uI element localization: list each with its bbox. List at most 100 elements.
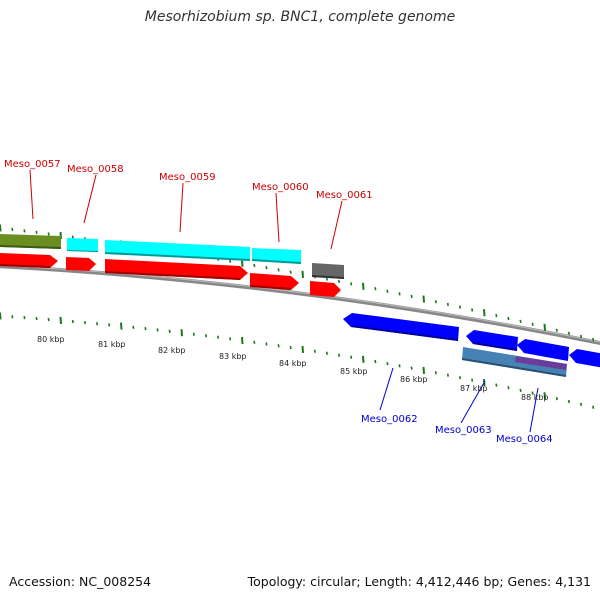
genome-backbone-highlight: [0, 264, 600, 343]
feature-lane-top: [0, 234, 344, 279]
minor-tick: [325, 351, 328, 355]
minor-tick: [495, 383, 498, 387]
minor-tick: [567, 331, 570, 335]
gene-label-meso-0063[interactable]: Meso_0063: [435, 425, 492, 436]
minor-tick: [71, 319, 74, 324]
genome-backbone: [0, 264, 600, 346]
minor-tick: [156, 328, 159, 332]
minor-tick: [289, 270, 292, 274]
reverse-cds-shade: [351, 325, 517, 351]
cds-arrow-0063[interactable]: [466, 330, 518, 351]
minor-tick: [108, 323, 111, 327]
scale-label-84: 84 kbp: [279, 359, 307, 368]
minor-tick: [446, 302, 449, 307]
major-tick: [241, 336, 244, 345]
gene-label-meso-0057[interactable]: Meso_0057: [4, 159, 61, 170]
scale-label-87: 87 kbp: [460, 384, 488, 393]
minor-tick: [204, 334, 207, 338]
major-tick: [301, 270, 304, 278]
gene-label-meso-0061[interactable]: Meso_0061: [316, 190, 373, 201]
cds-arrow-0064[interactable]: [517, 339, 569, 361]
reverse-cds-lane: [343, 313, 600, 368]
minor-tick: [229, 337, 232, 341]
minor-tick: [580, 402, 583, 406]
minor-tick: [386, 289, 389, 293]
minor-tick: [519, 319, 522, 323]
cyan-feature-0059[interactable]: [105, 240, 250, 261]
gene-label-meso-0059[interactable]: Meso_0059: [159, 172, 216, 183]
major-tick: [120, 322, 123, 330]
forward-cds-lane: [0, 253, 341, 297]
minor-tick: [23, 229, 26, 233]
gene-label-meso-0058[interactable]: Meso_0058: [67, 164, 124, 175]
scale-label-83: 83 kbp: [219, 352, 247, 361]
minor-tick: [434, 371, 437, 375]
cds-arrow-0060[interactable]: [250, 273, 299, 290]
minor-tick: [168, 329, 171, 333]
minor-tick: [555, 328, 558, 332]
minor-tick: [338, 353, 341, 357]
inner-tick-ring: [0, 312, 595, 409]
major-tick: [543, 323, 546, 331]
scale-label-86: 86 kbp: [400, 375, 428, 384]
minor-tick: [519, 388, 522, 393]
reverse-leader-lines: [379, 367, 539, 433]
major-tick: [0, 312, 2, 320]
minor-tick: [277, 344, 280, 348]
major-tick: [241, 259, 244, 267]
gray-feature[interactable]: [312, 263, 344, 279]
cds-arrow-0061[interactable]: [310, 281, 341, 297]
minor-tick: [459, 375, 462, 380]
minor-tick: [374, 287, 377, 291]
major-tick: [543, 392, 546, 400]
minor-tick: [507, 316, 510, 321]
minor-tick: [11, 227, 14, 232]
cyan-feature-0058[interactable]: [67, 238, 98, 252]
minor-tick: [495, 313, 498, 318]
olive-feature[interactable]: [0, 234, 61, 249]
minor-tick: [592, 405, 595, 409]
forward-leader-lines: [29, 169, 343, 250]
minor-tick: [471, 308, 474, 312]
minor-tick: [386, 362, 389, 366]
major-tick: [301, 345, 304, 353]
gene-label-meso-0060[interactable]: Meso_0060: [252, 182, 309, 193]
minor-tick: [398, 364, 401, 368]
scale-label-85: 85 kbp: [340, 367, 368, 376]
cds-arrow-0057[interactable]: [0, 253, 58, 268]
minor-tick: [229, 259, 232, 263]
minor-tick: [531, 322, 534, 326]
minor-tick: [446, 373, 449, 377]
cds-arrow-shade: [0, 264, 291, 290]
major-tick: [362, 282, 365, 290]
steelblue-feature-shade: [462, 358, 566, 377]
gray-feature-shade: [312, 275, 344, 279]
major-tick: [483, 309, 486, 317]
gene-label-meso-0062[interactable]: Meso_0062: [361, 414, 418, 425]
cds-arrow-0065[interactable]: [569, 349, 600, 368]
minor-tick: [471, 378, 474, 382]
purple-feature[interactable]: [515, 356, 567, 370]
major-tick: [0, 224, 2, 232]
gene-label-meso-0064[interactable]: Meso_0064: [496, 434, 553, 445]
minor-tick: [325, 277, 328, 281]
cds-arrow-0062[interactable]: [343, 313, 459, 341]
minor-tick: [592, 337, 595, 342]
minor-tick: [289, 345, 292, 350]
genome-summary-text: Topology: circular; Length: 4,412,446 bp…: [247, 574, 591, 589]
minor-tick: [338, 279, 341, 284]
minor-tick: [71, 235, 74, 239]
olive-feature-shade: [0, 245, 61, 249]
minor-tick: [265, 266, 268, 270]
major-tick: [422, 366, 425, 375]
map-title: Mesorhizobium sp. BNC1, complete genome: [144, 9, 456, 25]
feature-lane-bottom: [462, 347, 567, 377]
minor-tick: [35, 230, 38, 235]
cds-arrow-0058[interactable]: [66, 257, 96, 271]
minor-tick: [507, 386, 510, 390]
minor-tick: [253, 340, 256, 344]
scale-label-81: 81 kbp: [98, 340, 126, 349]
minor-tick: [35, 316, 38, 321]
minor-tick: [192, 332, 195, 336]
steelblue-feature[interactable]: [462, 347, 567, 377]
